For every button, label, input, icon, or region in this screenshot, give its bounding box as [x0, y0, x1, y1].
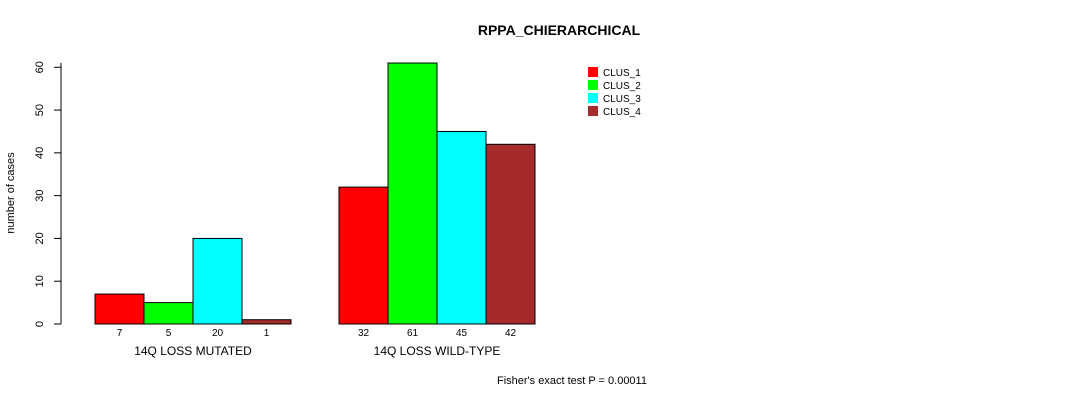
y-tick-label: 0 [34, 321, 46, 327]
bar-clus-4 [241, 319, 292, 325]
bar-count-label: 7 [117, 328, 123, 339]
y-tick-label: 50 [34, 104, 46, 116]
category-label: 14Q LOSS WILD-TYPE [374, 344, 501, 358]
bar-count-label: 42 [505, 328, 517, 339]
bar-count-label: 32 [358, 328, 370, 339]
bar-count-label: 5 [166, 328, 172, 339]
legend-swatch [588, 106, 598, 116]
bar-clus-1 [338, 186, 389, 325]
y-tick-label: 20 [34, 232, 46, 244]
legend-swatch [588, 80, 598, 90]
chart-title: RPPA_CHIERARCHICAL [478, 22, 641, 38]
y-tick-label: 10 [34, 275, 46, 287]
fisher-test-note: Fisher's exact test P = 0.00011 [497, 375, 647, 387]
bar-count-label: 20 [212, 328, 224, 339]
count-labels-group: 7 5 20 1 32 61 45 42 [117, 328, 517, 339]
bar-clus-1 [94, 293, 145, 325]
y-tick-label: 40 [34, 147, 46, 159]
bar-clus-3 [192, 237, 243, 325]
legend-label: CLUS_2 [603, 81, 641, 92]
legend-label: CLUS_1 [603, 68, 641, 79]
bar-clus-3 [436, 130, 487, 325]
category-label: 14Q LOSS MUTATED [134, 344, 252, 358]
bars-group [94, 62, 536, 325]
y-tick-label: 60 [34, 61, 46, 73]
y-axis-label: number of cases [5, 152, 17, 234]
legend-swatch [588, 93, 598, 103]
bar-clus-4 [485, 143, 536, 325]
bar-count-label: 1 [264, 328, 270, 339]
legend-label: CLUS_4 [603, 107, 641, 118]
y-tick-label: 30 [34, 190, 46, 202]
y-axis-ticks: 0 10 20 30 40 50 60 [34, 61, 61, 327]
legend-label: CLUS_3 [603, 94, 641, 105]
bar-clus-2 [143, 302, 194, 325]
legend-swatch [588, 67, 598, 77]
bar-clus-2 [387, 62, 438, 325]
legend: CLUS_1 CLUS_2 CLUS_3 CLUS_4 [588, 67, 641, 118]
bar-count-label: 61 [407, 328, 419, 339]
bar-count-label: 45 [456, 328, 468, 339]
category-labels-group: 14Q LOSS MUTATED 14Q LOSS WILD-TYPE [134, 344, 500, 358]
